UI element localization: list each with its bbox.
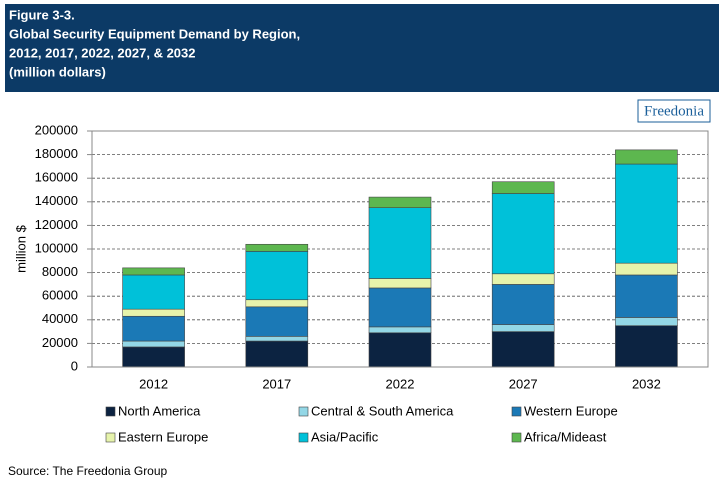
y-tick-label: 60000	[42, 288, 78, 303]
legend-marker	[511, 406, 522, 417]
bar-segment	[122, 308, 185, 317]
bar-segment	[122, 315, 185, 342]
bar-segment	[491, 273, 555, 285]
bar-segment	[245, 243, 309, 252]
y-axis-label: million $	[13, 224, 28, 272]
bar-segment	[491, 193, 555, 275]
bar-segment	[615, 325, 678, 368]
title-line: (million dollars)	[9, 64, 106, 79]
x-tick-label: 2027	[509, 376, 538, 391]
bar-segment	[245, 251, 309, 301]
bar-segment	[122, 267, 185, 276]
legend-label: Africa/Mideast	[524, 429, 607, 444]
title-line: Figure 3-3.	[9, 7, 75, 22]
y-tick-label: 0	[71, 358, 78, 373]
y-tick-label: 80000	[42, 264, 78, 279]
bar-segment	[122, 274, 185, 310]
legend-label: North America	[118, 403, 201, 418]
legend-marker	[105, 406, 116, 417]
y-tick-label: 40000	[42, 311, 78, 326]
source: Source: The Freedonia Group	[8, 464, 168, 478]
y-tick-label: 100000	[35, 240, 78, 255]
y-tick-label: 20000	[42, 335, 78, 350]
header-bg	[5, 4, 719, 92]
bar-segment	[245, 336, 309, 342]
legend-marker	[105, 432, 116, 443]
bar-segment	[245, 306, 309, 337]
bar-segment	[245, 299, 309, 308]
plot-border	[91, 130, 709, 368]
legend-marker	[511, 432, 522, 443]
y-tick-label: 180000	[35, 146, 78, 161]
x-tick-label: 2012	[139, 376, 168, 391]
bar-segment	[245, 340, 309, 368]
x-tick-label: 2032	[632, 376, 661, 391]
bar-segment	[615, 163, 678, 264]
bar-segment	[122, 340, 185, 348]
bar-segment	[368, 332, 432, 368]
bar-segment	[615, 262, 678, 276]
bar-segment	[491, 324, 555, 332]
bar-segment	[491, 331, 555, 368]
bar-segment	[615, 317, 678, 327]
y-tick-label: 160000	[35, 170, 78, 185]
legend-label: Eastern Europe	[118, 429, 208, 444]
bar-segment	[491, 181, 555, 194]
bar-segment	[368, 326, 432, 334]
bar-segment	[615, 274, 678, 318]
logo-box	[637, 99, 711, 123]
y-tick-label: 120000	[35, 217, 78, 232]
bar-segment	[368, 207, 432, 279]
y-tick-label: 200000	[35, 122, 78, 137]
legend-label: Central & South America	[311, 403, 454, 418]
x-tick-label: 2017	[262, 376, 291, 391]
x-tick-label: 2022	[386, 376, 415, 391]
title-line: Global Security Equipment Demand by Regi…	[9, 26, 300, 41]
legend-label: Western Europe	[524, 403, 618, 418]
y-tick-label: 140000	[35, 193, 78, 208]
bar-segment	[122, 346, 185, 368]
bar-segment	[368, 196, 432, 209]
bar-segment	[368, 287, 432, 328]
legend-marker	[298, 432, 309, 443]
legend-label: Asia/Pacific	[311, 429, 379, 444]
bar-segment	[491, 284, 555, 325]
title-line: 2012, 2017, 2022, 2027, & 2032	[9, 45, 196, 60]
bar-segment	[615, 149, 678, 165]
bar-segment	[368, 278, 432, 289]
legend-marker	[298, 406, 309, 417]
logo: Freedonia	[644, 103, 704, 119]
